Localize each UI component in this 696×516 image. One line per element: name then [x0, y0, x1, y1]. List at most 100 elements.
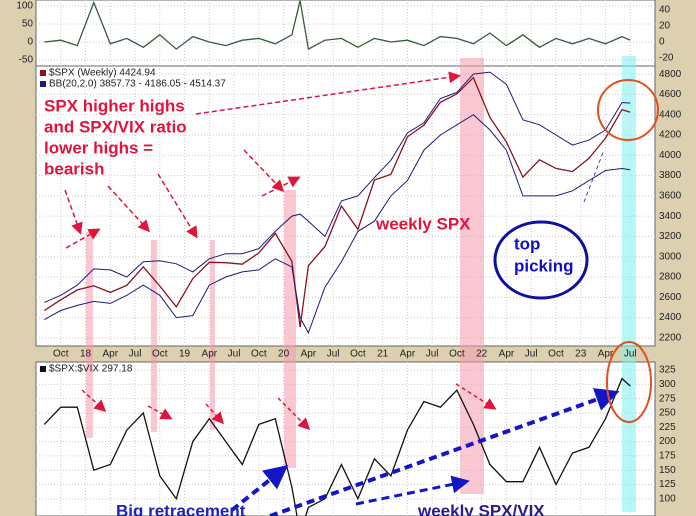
- y-tick-label: 100: [16, 1, 33, 12]
- y-tick-label: 2800: [659, 272, 682, 283]
- arrow: [107, 185, 151, 233]
- y-tick-label: 200: [659, 436, 676, 447]
- series-line: [43, 76, 631, 328]
- x-tick-label: Jul: [525, 349, 538, 360]
- panel: [35, 65, 656, 347]
- x-tick-label: Apr: [598, 349, 614, 360]
- y-tick-label: 225: [659, 422, 676, 433]
- y-tick-label: 250: [659, 408, 676, 419]
- y2-tick-label: 20: [659, 20, 671, 31]
- arrows: [64, 71, 659, 516]
- y-tick-label: 3000: [659, 251, 682, 262]
- x-tick-label: Jul: [228, 349, 241, 360]
- y-tick-label: 2400: [659, 312, 682, 323]
- y2-tick-label: -20: [659, 53, 674, 64]
- panel: [35, 361, 656, 516]
- x-tick-label: 20: [278, 349, 290, 360]
- x-tick-label: Oct: [449, 349, 465, 360]
- y-tick-label: 3800: [659, 170, 682, 181]
- annotation: lower highs =: [44, 138, 153, 157]
- y-tick-label: 125: [659, 479, 676, 490]
- y-tick-label: 300: [659, 379, 676, 390]
- highlight: [86, 232, 93, 438]
- x-tick-label: Jul: [426, 349, 439, 360]
- annotation: Big retracement: [116, 501, 246, 516]
- y-tick-label: 3200: [659, 231, 682, 242]
- x-tick-label: Apr: [301, 349, 317, 360]
- annotation: and SPX/VIX ratio: [44, 117, 187, 136]
- arrow: [269, 388, 620, 516]
- series-line: [44, 0, 631, 51]
- highlight: [151, 240, 157, 432]
- series-line: [44, 71, 631, 303]
- x-tick-label: 18: [80, 349, 92, 360]
- highlight-bands: [86, 56, 636, 512]
- arrow: [157, 173, 198, 239]
- arrow: [261, 176, 301, 197]
- legend-swatch: [40, 366, 46, 372]
- y-tick-label: -50: [19, 55, 34, 66]
- highlight-circle: [606, 341, 652, 423]
- highlight: [284, 190, 296, 468]
- legend-swatch: [40, 81, 46, 87]
- x-tick-label: 19: [179, 349, 191, 360]
- callout-ellipse: [493, 220, 589, 300]
- x-tick-label: 22: [476, 349, 488, 360]
- y-tick-label: 4000: [659, 150, 682, 161]
- arrow: [455, 383, 497, 410]
- legend-label: $SPX (Weekly) 4424.94: [49, 68, 156, 79]
- y-tick-label: 150: [659, 465, 676, 476]
- y2-tick-label: 40: [659, 4, 671, 15]
- arrow: [81, 389, 107, 413]
- x-tick-label: Jul: [624, 349, 637, 360]
- series-line: [44, 114, 631, 335]
- y-tick-label: 4800: [659, 69, 682, 80]
- y-tick-label: 100: [659, 493, 676, 504]
- x-tick-label: 23: [575, 349, 587, 360]
- legend-label: BB(20,2.0) 3857.73 - 4186.05 - 4514.37: [49, 79, 226, 90]
- highlight: [622, 56, 636, 512]
- arrow: [230, 465, 289, 512]
- y-tick-label: 3600: [659, 190, 682, 201]
- x-tick-label: Apr: [499, 349, 515, 360]
- y-tick-label: 0: [27, 37, 33, 48]
- x-tick-label: Oct: [53, 349, 69, 360]
- y-tick-label: 4400: [659, 109, 682, 120]
- y-tick-label: 4600: [659, 89, 682, 100]
- highlight-circle: [597, 79, 659, 141]
- x-tick-label: Oct: [548, 349, 564, 360]
- x-tick-label: Apr: [202, 349, 218, 360]
- highlight: [460, 58, 484, 494]
- y-tick-label: 175: [659, 451, 676, 462]
- annotation: weekly SPX: [375, 214, 471, 233]
- arrow: [195, 71, 461, 115]
- x-tick-label: Jul: [129, 349, 142, 360]
- series-line: [43, 377, 631, 516]
- y-tick-label: 325: [659, 365, 676, 376]
- panel: [35, 0, 656, 67]
- x-tick-label: Apr: [400, 349, 416, 360]
- y-tick-label: 2200: [659, 333, 682, 344]
- legend-swatch: [40, 70, 46, 76]
- trend-line: [583, 149, 605, 203]
- x-tick-label: Oct: [251, 349, 267, 360]
- annotation: top: [514, 234, 540, 253]
- arrow: [355, 475, 470, 506]
- y-tick-label: 4200: [659, 130, 682, 141]
- y2-tick-label: 0: [659, 36, 665, 47]
- x-tick-label: Jul: [327, 349, 340, 360]
- y-tick-label: 50: [22, 19, 34, 30]
- highlight: [210, 240, 215, 430]
- y-tick-label: 2600: [659, 292, 682, 303]
- y-tick-label: 275: [659, 393, 676, 404]
- x-tick-label: Apr: [102, 349, 118, 360]
- x-tick-label: Oct: [152, 349, 168, 360]
- annotation: weekly SPX/VIX: [417, 501, 545, 516]
- annotation: picking: [514, 256, 574, 275]
- annotation: SPX higher highs: [44, 96, 185, 115]
- legend-label: $SPX:$VIX 297.18: [49, 364, 133, 375]
- x-tick-label: 21: [377, 349, 389, 360]
- arrow: [65, 228, 101, 249]
- x-tick-label: Oct: [350, 349, 366, 360]
